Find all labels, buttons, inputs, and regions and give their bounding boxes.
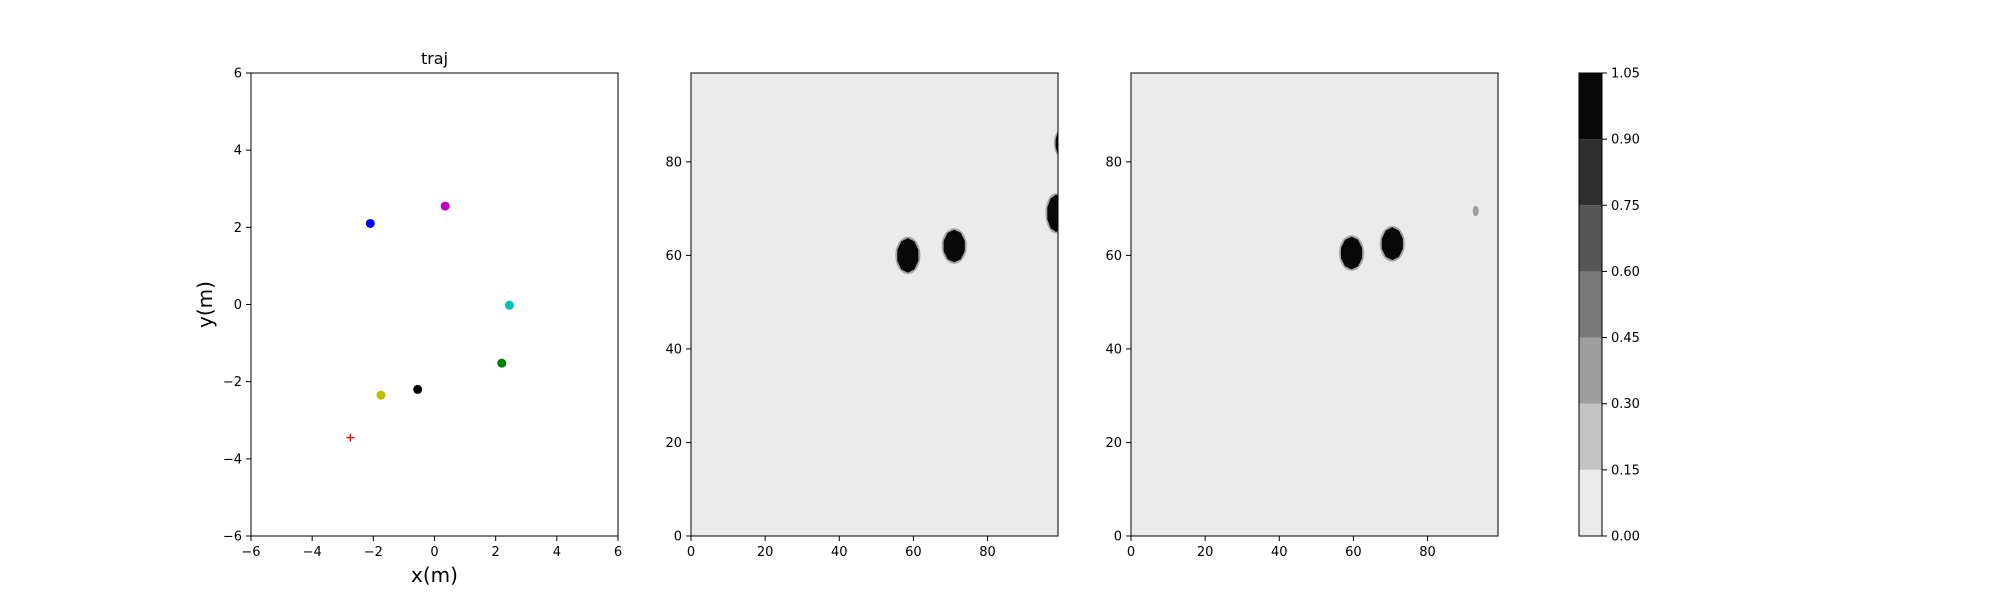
heatmap-right-x-tick-label: 0 (1127, 545, 1135, 560)
heatmap-right-x-tick-label: 60 (1345, 545, 1362, 560)
colorbar-tick-label: 0.75 (1611, 199, 1640, 214)
heatmap-left-x-tick-label: 40 (831, 545, 848, 560)
heatmap-right-y-tick-label: 0 (1114, 530, 1122, 545)
heatmap-blob (1055, 133, 1058, 154)
colorbar-band (1579, 469, 1602, 536)
heatmap-left-y-tick-label: 80 (665, 155, 682, 170)
heatmap-blob (943, 229, 965, 263)
trajectory-points (346, 201, 514, 442)
heatmap-blob (897, 238, 919, 273)
trajectory-point (413, 384, 423, 394)
heatmap-left-x-tick-label: 60 (905, 545, 922, 560)
trajectory-y-tick-label: 6 (234, 67, 242, 82)
trajectory-y-tick-label: 2 (234, 221, 242, 236)
trajectory-point (365, 218, 375, 228)
heatmap-left-x-ticks: 0 20 40 60 80 (687, 536, 996, 560)
colorbar-bands (1579, 73, 1602, 536)
colorbar-tick-label: 0.90 (1611, 133, 1640, 148)
trajectory-y-tick-label: −6 (223, 530, 242, 545)
colorbar-tick-label: 0.45 (1611, 331, 1640, 346)
heatmap-left-frame (690, 72, 1059, 537)
trajectory-y-ticks: −6 −4 −2 0 2 4 6 (223, 67, 251, 545)
colorbar-tick-label: 0.00 (1611, 530, 1640, 545)
trajectory-y-tick-label: −4 (223, 452, 242, 467)
trajectory-y-tick-label: 0 (234, 298, 242, 313)
trajectory-point (504, 300, 514, 310)
colorbar-band (1579, 337, 1602, 404)
trajectory-point (440, 201, 450, 211)
trajectory-point-plus (346, 433, 355, 442)
colorbar-frame (1578, 72, 1603, 537)
trajectory-y-tick-label: 4 (234, 144, 242, 159)
colorbar-ticks: 0.00 0.15 0.30 0.45 0.60 0.75 0.90 1.05 (1602, 67, 1640, 545)
heatmap-right-y-tick-label: 40 (1105, 342, 1122, 357)
colorbar: 0.00 0.15 0.30 0.45 0.60 0.75 0.90 1.05 (1578, 67, 1640, 545)
colorbar-tick-label: 0.30 (1611, 397, 1640, 412)
colorbar-band (1579, 73, 1602, 140)
heatmap-right-axes: 0 20 40 60 80 0 20 40 60 80 (1105, 72, 1499, 560)
heatmap-right-y-tick-label: 20 (1105, 436, 1122, 451)
heatmap-right-frame (1130, 72, 1499, 537)
heatmap-right-x-tick-label: 20 (1197, 545, 1214, 560)
heatmap-right-y-tick-label: 80 (1105, 155, 1122, 170)
trajectory-title: traj (421, 49, 448, 68)
heatmap-right-y-ticks: 0 20 40 60 80 (1105, 155, 1131, 545)
heatmap-blob (1381, 227, 1403, 261)
trajectory-plot-frame (250, 72, 619, 537)
heatmap-left-background (691, 73, 1058, 536)
heatmap-blob (1341, 236, 1363, 270)
trajectory-point (376, 390, 386, 400)
trajectory-x-tick-label: 6 (614, 545, 622, 560)
heatmap-left-y-ticks: 0 20 40 60 80 (665, 155, 691, 545)
heatmap-left-y-tick-label: 20 (665, 436, 682, 451)
colorbar-band (1579, 403, 1602, 470)
heatmap-left-x-tick-label: 0 (687, 545, 695, 560)
trajectory-x-tick-label: 2 (492, 545, 500, 560)
heatmap-right-y-tick-label: 60 (1105, 249, 1122, 264)
heatmap-left-axes: 0 20 40 60 80 0 20 40 60 80 (665, 72, 1059, 560)
colorbar-band (1579, 271, 1602, 338)
trajectory-x-tick-label: 0 (430, 545, 438, 560)
heatmap-right-background (1131, 73, 1498, 536)
heatmap-left-x-tick-label: 80 (979, 545, 996, 560)
heatmap-right-blobs (1338, 205, 1479, 271)
colorbar-tick-label: 1.05 (1611, 67, 1640, 82)
trajectory-x-tick-label: −4 (303, 545, 322, 560)
trajectory-x-tick-label: −6 (241, 545, 260, 560)
trajectory-y-label: y(m) (193, 281, 217, 328)
colorbar-tick-label: 0.60 (1611, 265, 1640, 280)
trajectory-point (497, 358, 507, 368)
heatmap-right-x-tick-label: 40 (1271, 545, 1288, 560)
trajectory-y-tick-label: −2 (223, 375, 242, 390)
trajectory-x-label: x(m) (411, 563, 458, 587)
heatmap-right-x-tick-label: 80 (1419, 545, 1436, 560)
trajectory-x-tick-label: −2 (364, 545, 383, 560)
trajectory-x-tick-label: 4 (553, 545, 561, 560)
trajectory-axes: traj −6 −4 −2 0 2 4 6 −6 −4 −2 0 2 4 6 x(m) y(m) (193, 49, 622, 587)
heatmap-right-x-ticks: 0 20 40 60 80 (1127, 536, 1436, 560)
heatmap-blob (1047, 194, 1058, 232)
heatmap-left-blobs (895, 130, 1058, 275)
colorbar-band (1579, 139, 1602, 206)
colorbar-tick-label: 0.15 (1611, 463, 1640, 478)
heatmap-blob-edge (1472, 205, 1479, 217)
heatmap-left-x-tick-label: 20 (757, 545, 774, 560)
colorbar-band (1579, 205, 1602, 272)
heatmap-left-y-tick-label: 60 (665, 249, 682, 264)
trajectory-x-ticks: −6 −4 −2 0 2 4 6 (241, 536, 622, 560)
heatmap-left-y-tick-label: 0 (674, 530, 682, 545)
heatmap-left-y-tick-label: 40 (665, 342, 682, 357)
